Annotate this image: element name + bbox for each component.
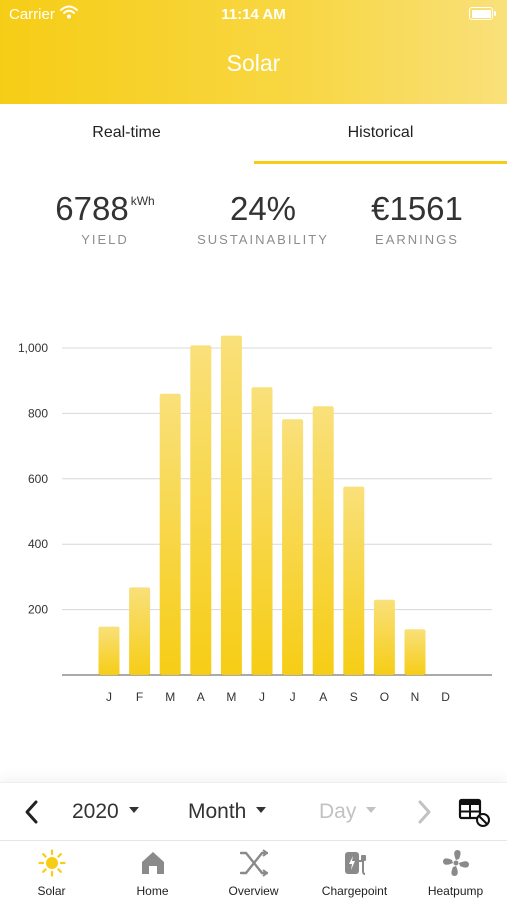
app-header: Carrier 11:14 AM Solar [0,0,507,104]
status-time: 11:14 AM [221,6,286,23]
period-controls: 2020 Month Day [0,782,507,841]
x-tick-label: M [226,690,236,704]
stat-earnings: €1561 EARNINGS [352,190,482,247]
status-bar: Carrier 11:14 AM [0,0,507,30]
sustainability-label: SUSTAINABILITY [197,232,329,247]
yield-value: 6788 [55,190,129,227]
battery-icon [469,7,496,20]
bar [312,406,334,675]
sun-icon [38,849,66,877]
tabbar-label-overview: Overview [228,884,279,898]
chevron-right-icon [418,800,431,824]
tabbar-label-heatpump: Heatpump [427,884,484,898]
tabbar-label-home: Home [136,884,169,898]
year-caret-icon [128,807,139,814]
stat-sustainability: 24% SUSTAINABILITY [183,190,343,247]
x-tick-label: N [411,690,420,704]
day-select[interactable]: Day [319,783,377,841]
page-title: Solar [226,50,281,76]
x-tick-label: O [380,690,389,704]
x-tick-label: J [259,690,265,704]
x-tick-label: A [197,690,205,704]
tabbar-item-chargepoint[interactable]: Chargepoint [304,841,405,901]
yield-label: YIELD [81,232,129,247]
x-tick-label: F [136,690,143,704]
tabbar-item-overview[interactable]: Overview [203,841,304,901]
y-tick-label: 600 [28,472,48,486]
bar [343,486,365,675]
period-value: Month [188,800,247,823]
table-view-button[interactable] [458,783,492,841]
period-caret-icon [256,807,267,814]
x-tick-label: J [106,690,112,704]
tab-selected-indicator [254,161,507,164]
year-value: 2020 [72,800,119,823]
bar [129,587,151,675]
y-tick-label: 1,000 [18,341,48,355]
wifi-icon [60,5,78,23]
x-tick-label: D [441,690,450,704]
x-tick-label: M [165,690,175,704]
fan-icon [443,850,469,876]
earnings-value: €1561 [371,190,463,227]
tabbar-item-home[interactable]: Home [102,841,203,901]
y-tick-label: 800 [28,406,48,420]
bar [282,419,304,675]
table-off-icon [458,798,490,827]
y-tick-label: 200 [28,603,48,617]
x-tick-label: A [319,690,327,704]
carrier-label: Carrier [9,6,55,23]
sustainability-value: 24% [229,190,297,227]
tabbar-label-chargepoint: Chargepoint [321,884,388,898]
prev-button[interactable] [22,783,42,841]
tabbar-label-solar: Solar [37,884,66,898]
bar [373,599,395,675]
year-select[interactable]: 2020 [72,783,139,841]
bar [190,345,212,675]
chevron-left-icon [25,800,38,824]
yield-unit: kWh [130,194,155,208]
home-icon [142,852,164,874]
bar [159,393,181,675]
next-button[interactable] [414,783,434,841]
period-select[interactable]: Month [188,783,267,841]
bar [251,387,273,675]
y-tick-label: 400 [28,537,48,551]
earnings-label: EARNINGS [375,232,459,247]
tab-historical[interactable]: Historical [347,124,414,141]
tabbar-item-heatpump[interactable]: Heatpump [405,841,506,901]
tab-realtime[interactable]: Real-time [92,124,161,141]
monthly-yield-chart: 200 400 600 800 1,000 J F M A M J J A S O N D [18,335,492,704]
segment-tabs: Real-time Historical [0,104,507,164]
day-caret-icon [366,807,377,814]
yield-value-line: 6788 kWh [35,190,175,228]
bar [98,626,120,675]
overview-icon [240,849,268,877]
bottom-tab-bar: Solar Home Overview Chargepoint [0,840,507,901]
chargepoint-icon [345,852,366,875]
x-tick-label: S [350,690,358,704]
day-value: Day [319,800,357,823]
x-tick-label: J [290,690,296,704]
bar [404,629,426,675]
bar [220,335,242,675]
tabbar-item-solar[interactable]: Solar [1,841,102,901]
stat-yield: 6788 kWh YIELD [35,190,175,247]
